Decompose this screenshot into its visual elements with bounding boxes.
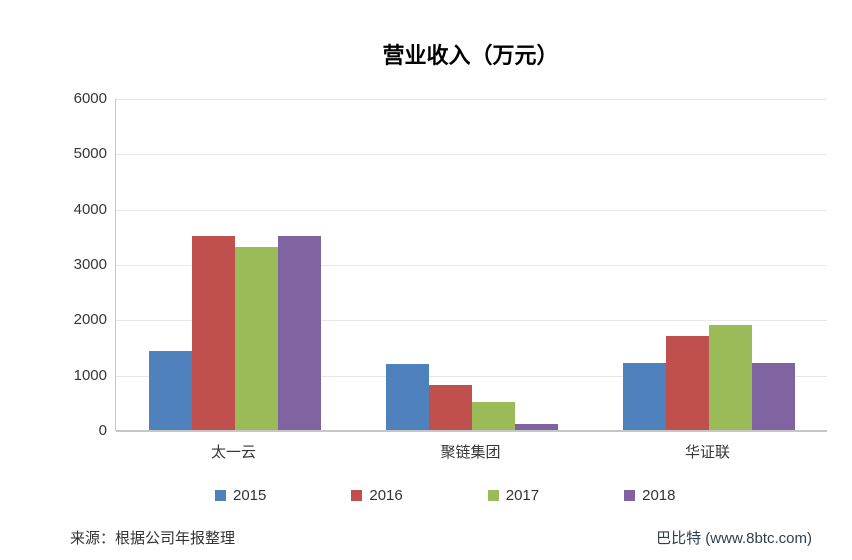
source-note: 来源：根据公司年报整理 — [70, 530, 236, 547]
x-category-label: 太一云 — [210, 444, 256, 461]
x-category-label: 聚链集团 — [440, 444, 501, 461]
legend-label: 2018 — [642, 486, 676, 504]
legend-swatch — [215, 489, 226, 501]
x-category-label: 华证联 — [684, 444, 730, 461]
bar-聚链集团-2017 — [471, 402, 515, 430]
legend-item-2015: 2015 — [215, 487, 266, 504]
gridline — [116, 209, 827, 211]
bar-聚链集团-2015 — [385, 363, 429, 430]
bar-华证联-2016 — [665, 335, 709, 430]
y-tick-label: 6000 — [73, 90, 107, 107]
bar-华证联-2015 — [622, 362, 666, 430]
gridline — [116, 99, 827, 100]
y-tick-label: 2000 — [73, 311, 107, 329]
legend-swatch — [624, 489, 636, 501]
legend-item-2018: 2018 — [624, 486, 676, 504]
bar-华证联-2018 — [751, 362, 795, 430]
bar-华证联-2017 — [708, 324, 752, 430]
gridline — [116, 265, 827, 266]
y-tick-label: 3000 — [73, 256, 107, 273]
bar-聚链集团-2016 — [428, 384, 472, 430]
gridline — [116, 154, 827, 156]
y-tick-label: 0 — [98, 422, 107, 439]
legend-label: 2015 — [233, 486, 267, 504]
y-tick-label: 4000 — [73, 200, 107, 218]
legend-label: 2017 — [505, 486, 540, 504]
credit-note: 巴比特 (www.8btc.com) — [656, 530, 812, 547]
bar-太一云-2016 — [191, 236, 235, 430]
legend-item-2017: 2017 — [487, 486, 540, 504]
legend-label: 2016 — [369, 486, 403, 504]
bar-太一云-2015 — [148, 351, 192, 430]
chart-title: 营业收入（万元） — [382, 43, 559, 68]
legend: 2015 2016 2017 2018 — [215, 485, 676, 505]
gridline — [116, 320, 827, 322]
gridline — [116, 375, 827, 377]
legend-swatch — [351, 489, 363, 501]
bar-太一云-2018 — [277, 236, 321, 430]
x-axis-line — [116, 430, 827, 432]
bar-太一云-2017 — [234, 247, 278, 430]
legend-swatch — [487, 489, 499, 501]
y-tick-label: 5000 — [73, 145, 107, 163]
legend-item-2016: 2016 — [351, 486, 403, 504]
plot-area — [115, 99, 827, 432]
bar-聚链集团-2018 — [514, 424, 558, 430]
y-tick-label: 1000 — [73, 366, 107, 384]
